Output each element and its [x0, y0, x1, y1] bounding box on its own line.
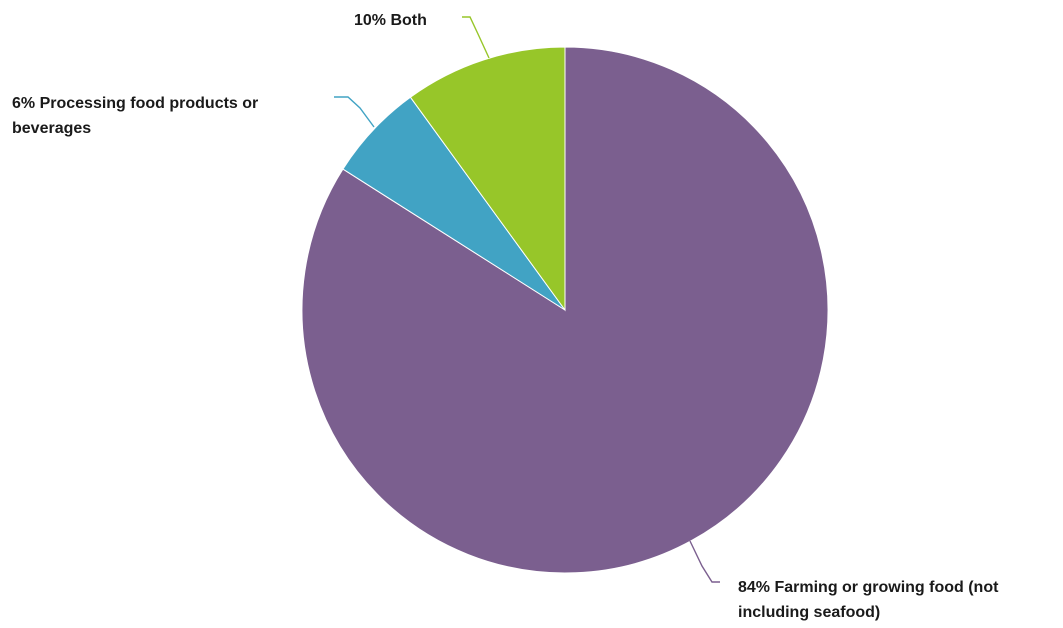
slice-label-3: 10% Both — [354, 12, 427, 29]
pie-slice-3 — [409, 46, 566, 312]
slice-label-line: including seafood) — [738, 604, 880, 621]
slice-label-line: 84% Farming or growing food (not — [738, 579, 999, 596]
slice-label-line: 10% Both — [354, 12, 427, 29]
slice-label-line: beverages — [12, 120, 91, 137]
slice-label-1: 84% Farming or growing food (not includin… — [738, 579, 999, 621]
leader-line-1 — [689, 540, 720, 583]
leader-line-3 — [462, 16, 490, 59]
pie-slice-1 — [301, 46, 829, 574]
slice-label-2: 6% Processing food products or beverages — [12, 95, 258, 137]
slice-label-line: 6% Processing food products or — [12, 95, 258, 112]
leader-line-2 — [334, 96, 375, 128]
